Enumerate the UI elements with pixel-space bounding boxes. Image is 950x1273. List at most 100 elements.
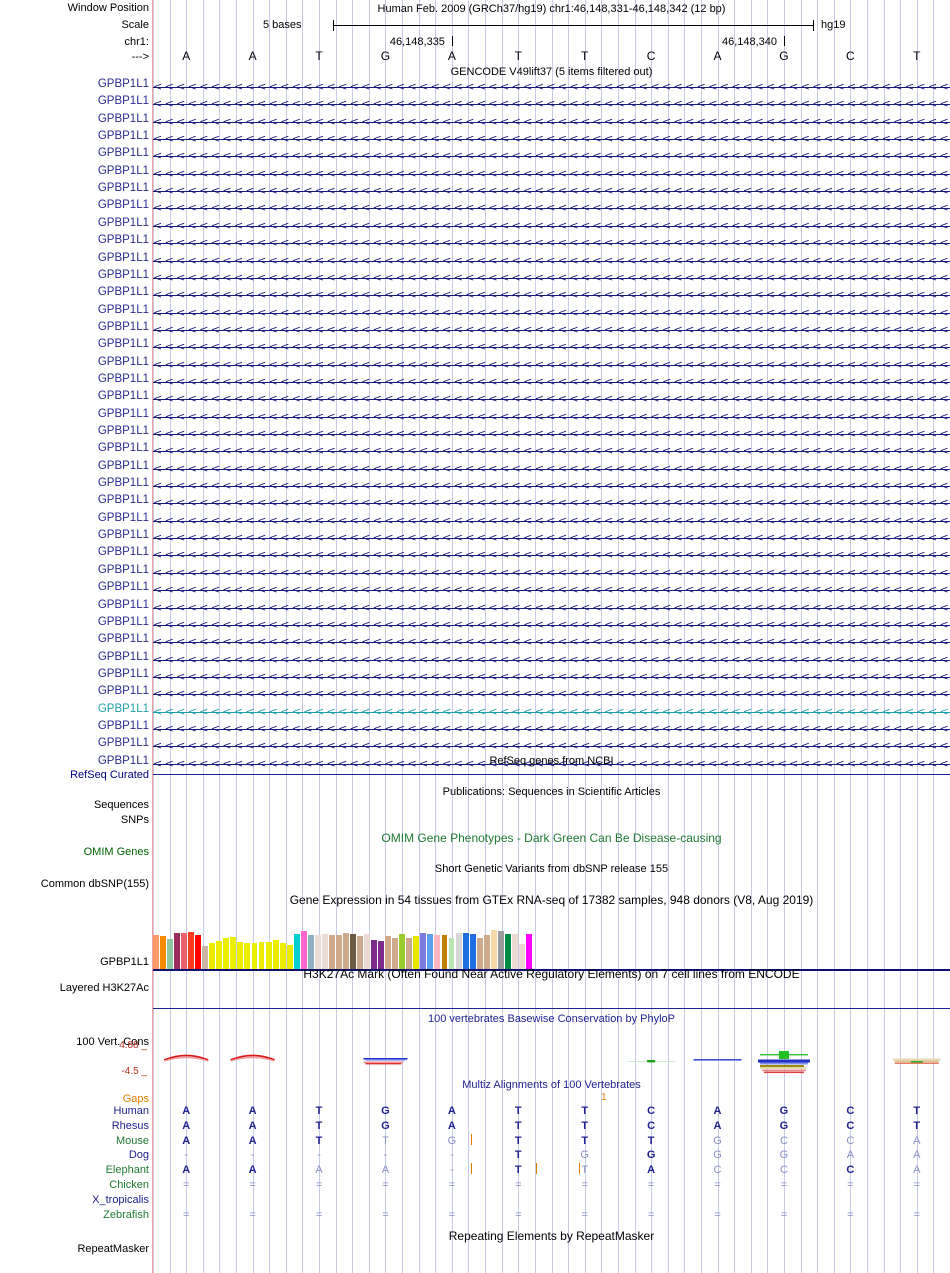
gtex-tissue-bar[interactable]	[223, 938, 230, 971]
gene-row[interactable]: <<<<<<<<<<<<<<<<<<<<<<<<<<<<<<<<<<<<<<<<…	[153, 445, 950, 457]
gene-name-label[interactable]: GPBP1L1	[97, 408, 149, 420]
refseq-gene-line[interactable]	[153, 774, 950, 775]
gtex-tissue-bar[interactable]	[385, 936, 392, 971]
gene-row[interactable]: <<<<<<<<<<<<<<<<<<<<<<<<<<<<<<<<<<<<<<<<…	[153, 428, 950, 440]
gene-row[interactable]: <<<<<<<<<<<<<<<<<<<<<<<<<<<<<<<<<<<<<<<<…	[153, 116, 950, 128]
repeatmasker-track-label[interactable]: RepeatMasker	[77, 1243, 149, 1255]
gene-name-label[interactable]: GPBP1L1	[97, 755, 149, 767]
gene-name-label[interactable]: GPBP1L1	[97, 373, 149, 385]
gtex-tissue-bar[interactable]	[448, 938, 455, 971]
species-label[interactable]: Dog	[128, 1149, 149, 1161]
gtex-tissue-bar[interactable]	[378, 941, 385, 971]
gtex-tissue-bar[interactable]	[504, 934, 511, 971]
gene-name-label[interactable]: GPBP1L1	[97, 95, 149, 107]
phylop-conservation-plot[interactable]	[153, 1030, 950, 1086]
gtex-tissue-bar[interactable]	[525, 934, 532, 971]
gene-row[interactable]: <<<<<<<<<<<<<<<<<<<<<<<<<<<<<<<<<<<<<<<<…	[153, 515, 950, 527]
gtex-tissue-bar[interactable]	[350, 934, 356, 971]
gene-name-label[interactable]: GPBP1L1	[97, 460, 149, 472]
gene-row[interactable]: <<<<<<<<<<<<<<<<<<<<<<<<<<<<<<<<<<<<<<<<…	[153, 185, 950, 197]
gene-row[interactable]: <<<<<<<<<<<<<<<<<<<<<<<<<<<<<<<<<<<<<<<<…	[153, 532, 950, 544]
omim-track-label[interactable]: OMIM Genes	[83, 846, 149, 858]
gene-row[interactable]: <<<<<<<<<<<<<<<<<<<<<<<<<<<<<<<<<<<<<<<<…	[153, 549, 950, 561]
species-label[interactable]: X_tropicalis	[92, 1194, 149, 1206]
gtex-tissue-bar[interactable]	[441, 935, 448, 971]
gene-name-label[interactable]: GPBP1L1	[97, 304, 149, 316]
gene-row[interactable]: <<<<<<<<<<<<<<<<<<<<<<<<<<<<<<<<<<<<<<<<…	[153, 654, 950, 666]
gene-row[interactable]: <<<<<<<<<<<<<<<<<<<<<<<<<<<<<<<<<<<<<<<<…	[153, 723, 950, 735]
gene-row[interactable]: <<<<<<<<<<<<<<<<<<<<<<<<<<<<<<<<<<<<<<<<…	[153, 567, 950, 579]
gtex-tissue-bar[interactable]	[286, 945, 293, 971]
gtex-tissue-bar[interactable]	[293, 934, 300, 971]
gene-row[interactable]: <<<<<<<<<<<<<<<<<<<<<<<<<<<<<<<<<<<<<<<<…	[153, 636, 950, 648]
gene-name-label[interactable]: GPBP1L1	[97, 338, 149, 350]
gene-name-label[interactable]: GPBP1L1	[97, 234, 149, 246]
gene-name-label[interactable]: GPBP1L1	[97, 113, 149, 125]
gtex-tissue-bar[interactable]	[462, 933, 469, 971]
gene-row[interactable]: <<<<<<<<<<<<<<<<<<<<<<<<<<<<<<<<<<<<<<<<…	[153, 255, 950, 267]
gene-name-label[interactable]: GPBP1L1	[97, 685, 149, 697]
gene-name-label[interactable]: GPBP1L1	[97, 564, 149, 576]
gene-name-label[interactable]: GPBP1L1	[97, 737, 149, 749]
gtex-expression-barchart[interactable]	[153, 925, 533, 971]
h3k27ac-track-label[interactable]: Layered H3K27Ac	[59, 982, 149, 994]
gtex-tissue-bar[interactable]	[307, 935, 314, 971]
gtex-tissue-bar[interactable]	[328, 935, 335, 971]
gtex-tissue-bar[interactable]	[434, 935, 441, 971]
gene-row[interactable]: <<<<<<<<<<<<<<<<<<<<<<<<<<<<<<<<<<<<<<<<…	[153, 602, 950, 614]
gene-name-label[interactable]: GPBP1L1	[97, 703, 149, 715]
gene-name-label[interactable]: GPBP1L1	[97, 494, 149, 506]
gtex-tissue-bar[interactable]	[511, 934, 518, 971]
species-label[interactable]: Elephant	[105, 1164, 149, 1176]
publications-sequences-label[interactable]: Sequences	[93, 799, 149, 811]
gene-name-label[interactable]: GPBP1L1	[97, 147, 149, 159]
gene-name-label[interactable]: GPBP1L1	[97, 321, 149, 333]
gtex-tissue-bar[interactable]	[153, 935, 159, 971]
species-label[interactable]: Zebrafish	[103, 1209, 149, 1221]
dbsnp-track-label[interactable]: Common dbSNP(155)	[40, 878, 149, 890]
gtex-tissue-bar[interactable]	[188, 932, 195, 971]
species-label[interactable]: Mouse	[115, 1135, 149, 1147]
gene-name-label[interactable]: GPBP1L1	[97, 512, 149, 524]
gtex-tissue-bar[interactable]	[181, 933, 188, 971]
gtex-tissue-bar[interactable]	[272, 940, 279, 971]
gtex-tissue-bar[interactable]	[258, 942, 265, 971]
gene-row[interactable]: <<<<<<<<<<<<<<<<<<<<<<<<<<<<<<<<<<<<<<<<…	[153, 584, 950, 596]
gene-row[interactable]: <<<<<<<<<<<<<<<<<<<<<<<<<<<<<<<<<<<<<<<<…	[153, 98, 950, 110]
gtex-tissue-bar[interactable]	[160, 936, 166, 971]
gene-row[interactable]: <<<<<<<<<<<<<<<<<<<<<<<<<<<<<<<<<<<<<<<<…	[153, 341, 950, 353]
gene-row[interactable]: <<<<<<<<<<<<<<<<<<<<<<<<<<<<<<<<<<<<<<<<…	[153, 671, 950, 683]
gtex-tissue-bar[interactable]	[392, 938, 399, 971]
gtex-tissue-bar[interactable]	[216, 941, 223, 971]
gene-name-label[interactable]: GPBP1L1	[97, 130, 149, 142]
gtex-tissue-bar[interactable]	[406, 938, 413, 971]
gene-row[interactable]: <<<<<<<<<<<<<<<<<<<<<<<<<<<<<<<<<<<<<<<<…	[153, 202, 950, 214]
gene-row[interactable]: <<<<<<<<<<<<<<<<<<<<<<<<<<<<<<<<<<<<<<<<…	[153, 168, 950, 180]
gtex-tissue-bar[interactable]	[209, 943, 216, 971]
gene-row[interactable]: <<<<<<<<<<<<<<<<<<<<<<<<<<<<<<<<<<<<<<<<…	[153, 688, 950, 700]
gtex-tissue-bar[interactable]	[279, 943, 286, 971]
gtex-tissue-bar[interactable]	[237, 942, 244, 971]
gene-row[interactable]: <<<<<<<<<<<<<<<<<<<<<<<<<<<<<<<<<<<<<<<<…	[153, 497, 950, 509]
gene-name-label[interactable]: GPBP1L1	[97, 668, 149, 680]
gene-name-label[interactable]: GPBP1L1	[97, 217, 149, 229]
gtex-tissue-bar[interactable]	[476, 938, 483, 971]
gene-name-label[interactable]: GPBP1L1	[97, 390, 149, 402]
gene-row[interactable]: <<<<<<<<<<<<<<<<<<<<<<<<<<<<<<<<<<<<<<<<…	[153, 393, 950, 405]
gene-row[interactable]: <<<<<<<<<<<<<<<<<<<<<<<<<<<<<<<<<<<<<<<<…	[153, 619, 950, 631]
gene-name-label[interactable]: GPBP1L1	[97, 442, 149, 454]
gtex-tissue-bar[interactable]	[364, 934, 371, 971]
gene-row[interactable]: <<<<<<<<<<<<<<<<<<<<<<<<<<<<<<<<<<<<<<<<…	[153, 376, 950, 388]
gene-row[interactable]: <<<<<<<<<<<<<<<<<<<<<<<<<<<<<<<<<<<<<<<<…	[153, 706, 950, 718]
gene-name-label[interactable]: GPBP1L1	[97, 269, 149, 281]
gene-name-label[interactable]: GPBP1L1	[97, 356, 149, 368]
gene-row[interactable]: <<<<<<<<<<<<<<<<<<<<<<<<<<<<<<<<<<<<<<<<…	[153, 220, 950, 232]
gene-name-label[interactable]: GPBP1L1	[97, 182, 149, 194]
gene-row[interactable]: <<<<<<<<<<<<<<<<<<<<<<<<<<<<<<<<<<<<<<<<…	[153, 463, 950, 475]
gene-row[interactable]: <<<<<<<<<<<<<<<<<<<<<<<<<<<<<<<<<<<<<<<<…	[153, 133, 950, 145]
species-label[interactable]: Human	[113, 1105, 149, 1117]
gene-name-label[interactable]: GPBP1L1	[97, 78, 149, 90]
gtex-tissue-bar[interactable]	[314, 935, 321, 971]
gtex-tissue-bar[interactable]	[497, 931, 504, 971]
